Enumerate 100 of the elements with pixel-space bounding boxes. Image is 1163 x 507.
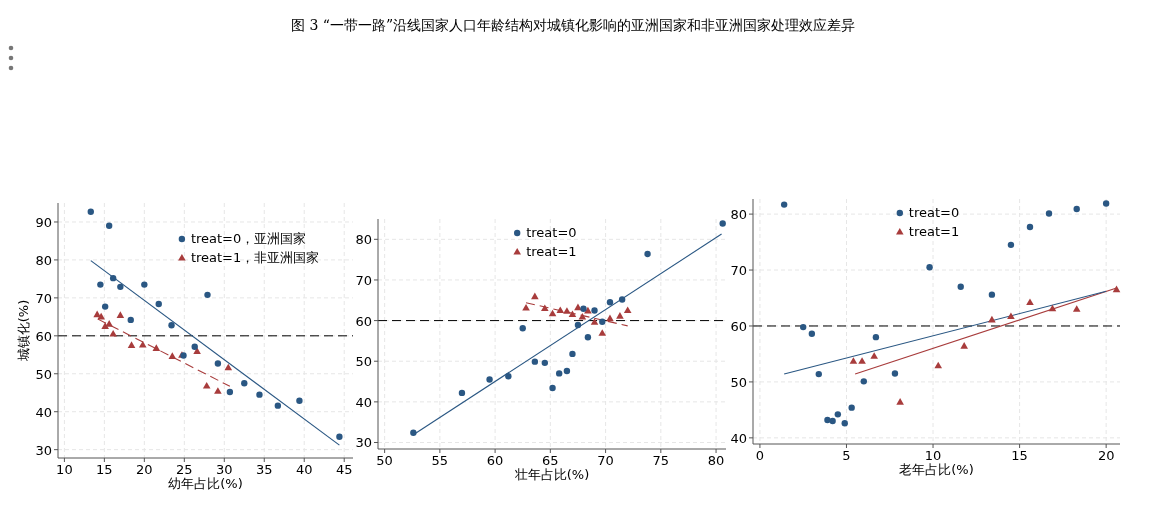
- point: [226, 388, 234, 396]
- point: [568, 310, 577, 318]
- point: [800, 323, 807, 331]
- point: [214, 387, 222, 394]
- point: [623, 306, 632, 314]
- point: [101, 303, 109, 310]
- x-tick-label: 25: [176, 462, 193, 477]
- point: [241, 380, 248, 387]
- point: [578, 312, 587, 320]
- point: [256, 391, 263, 398]
- point: [849, 357, 858, 364]
- point: [606, 299, 614, 306]
- x-axis-title: 壮年占比(%): [513, 467, 590, 482]
- point: [541, 304, 549, 311]
- x-tick-label: 35: [255, 462, 273, 477]
- point: [155, 300, 162, 308]
- point: [202, 381, 211, 389]
- point: [117, 283, 124, 291]
- y-tick-label: 90: [35, 214, 52, 230]
- point: [598, 329, 607, 336]
- point: [599, 318, 606, 326]
- point: [549, 384, 556, 392]
- y-tick-label: 30: [355, 435, 372, 451]
- y-tick-label: 50: [730, 374, 747, 390]
- x-tick-label: 15: [1011, 448, 1028, 463]
- point: [191, 343, 198, 351]
- point: [1073, 205, 1080, 213]
- point: [616, 312, 624, 319]
- point: [555, 370, 563, 377]
- point: [1112, 285, 1121, 293]
- point: [127, 341, 136, 348]
- y-tick-label: 40: [35, 404, 52, 420]
- point: [896, 398, 904, 405]
- point: [1026, 223, 1034, 231]
- point: [141, 281, 148, 288]
- point: [618, 296, 626, 303]
- x-tick-label: 5: [842, 448, 851, 463]
- y-tick-label: 70: [35, 290, 52, 306]
- y-tick-label: 50: [355, 354, 372, 370]
- point: [274, 402, 282, 409]
- legend-label: treat=0，亚洲国家: [190, 231, 307, 246]
- point: [1102, 200, 1110, 207]
- point: [858, 357, 866, 364]
- point: [780, 201, 788, 208]
- point: [1026, 298, 1034, 306]
- point: [168, 321, 175, 329]
- y-tick-label: 60: [35, 328, 52, 344]
- point: [870, 352, 878, 359]
- y-tick-label: 80: [730, 207, 747, 223]
- point: [204, 291, 211, 299]
- point: [926, 264, 933, 271]
- point: [563, 367, 571, 375]
- point: [105, 222, 113, 229]
- legend-label: treat=1: [908, 224, 960, 239]
- point: [644, 250, 651, 258]
- x-tick-label: 15: [96, 462, 113, 477]
- x-tick-label: 10: [56, 462, 73, 477]
- x-tick-label: 45: [335, 462, 353, 477]
- point: [591, 307, 598, 314]
- y-tick-label: 70: [730, 263, 747, 279]
- point: [519, 325, 526, 332]
- point: [848, 404, 855, 411]
- legend-label: treat=1，非亚洲国家: [190, 250, 320, 265]
- y-tick-label: 60: [355, 313, 372, 329]
- point: [87, 208, 94, 215]
- point: [808, 330, 816, 338]
- y-tick-label: 40: [730, 430, 747, 446]
- point: [1072, 305, 1081, 312]
- x-tick-label: 20: [1097, 448, 1115, 463]
- point: [296, 397, 303, 404]
- point: [127, 316, 134, 324]
- text: 图 3 “一带一路”沿线国家人口年龄结构对城镇化影响的亚洲国家和非亚洲国家处理效应差异: [290, 17, 856, 33]
- point: [580, 305, 587, 313]
- x-tick-label: 40: [295, 462, 313, 477]
- legend-label: treat=1: [526, 244, 577, 259]
- point: [116, 311, 125, 318]
- point: [168, 352, 177, 359]
- y-tick-label: 60: [730, 318, 747, 334]
- x-tick-label: 10: [924, 448, 942, 463]
- point: [109, 329, 117, 337]
- point: [556, 306, 565, 314]
- y-tick-label: 40: [355, 394, 372, 410]
- y-tick-label: 80: [355, 232, 372, 248]
- point: [505, 373, 512, 380]
- point: [97, 281, 104, 288]
- point: [1045, 210, 1053, 217]
- point: [486, 376, 493, 383]
- point: [891, 370, 899, 377]
- x-tick-label: 50: [376, 453, 393, 468]
- point: [1007, 312, 1015, 320]
- point: [410, 429, 417, 436]
- legend-label: treat=0: [908, 205, 960, 220]
- y-tick-label: 70: [355, 272, 372, 288]
- x-axis-title: 幼年占比(%): [168, 476, 243, 491]
- x-tick-label: 55: [431, 453, 449, 468]
- point: [458, 389, 466, 397]
- point: [957, 283, 964, 291]
- x-tick-label: 0: [755, 448, 765, 463]
- x-tick-label: 30: [216, 462, 233, 477]
- point: [934, 361, 943, 369]
